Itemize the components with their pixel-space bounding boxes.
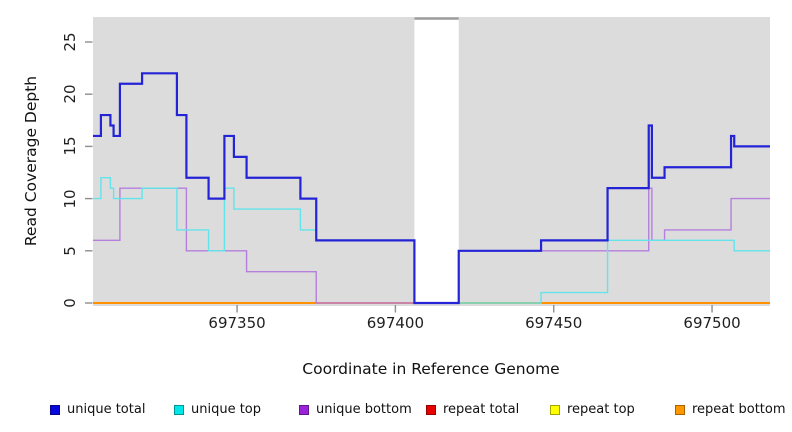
y-axis-title: Read Coverage Depth <box>22 75 40 247</box>
x-tick-label: 697450 <box>525 314 583 332</box>
y-tick-label: 10 <box>61 189 79 209</box>
series-line-unique-total <box>93 72 770 305</box>
x-tick-label: 697500 <box>683 314 741 332</box>
y-tick-label: 25 <box>61 32 79 52</box>
y-tick-label: 5 <box>61 246 79 256</box>
series-line-unique-top <box>93 177 770 304</box>
x-tick-label: 697400 <box>366 314 425 332</box>
y-tick-label: 20 <box>61 84 79 104</box>
masked-region <box>414 17 459 304</box>
y-tick-label: 15 <box>61 136 79 156</box>
x-axis-title: Coordinate in Reference Genome <box>302 360 560 378</box>
y-tick-label: 0 <box>61 298 79 308</box>
x-tick-label: 697350 <box>208 314 266 332</box>
